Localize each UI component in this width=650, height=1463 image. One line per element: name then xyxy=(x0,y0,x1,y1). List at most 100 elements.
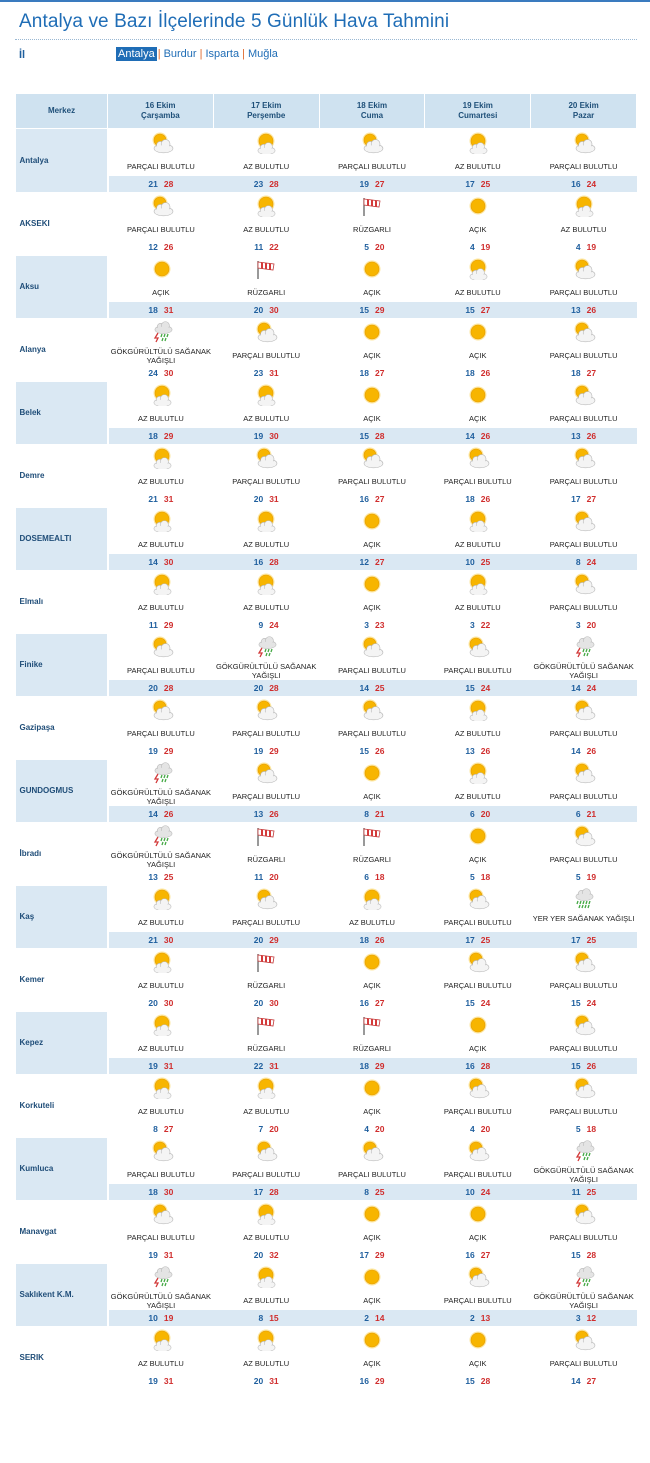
location-name[interactable]: Alanya xyxy=(15,318,109,382)
sun-icon xyxy=(360,384,384,406)
max-temperature: 27 xyxy=(586,1376,597,1386)
partly-cloudy-icon xyxy=(254,699,278,721)
weather-description: PARÇALI BULUTLU xyxy=(549,414,618,423)
min-temperature: 4 xyxy=(470,242,475,252)
few-clouds-icon xyxy=(150,1077,174,1100)
temperature-range: 18 27 xyxy=(319,365,425,381)
location-name[interactable]: Korkuteli xyxy=(15,1074,109,1138)
tab-burdur[interactable]: Burdur xyxy=(163,48,197,60)
location-name[interactable]: DOSEMEALTI xyxy=(15,507,109,571)
few-clouds-icon xyxy=(254,132,278,155)
min-temperature: 2 xyxy=(364,1313,369,1323)
min-temperature: 15 xyxy=(571,1250,581,1260)
tab-mugla[interactable]: Muğla xyxy=(247,48,278,60)
min-temperature: 16 xyxy=(359,1376,369,1386)
forecast-cell: YER YER SAĞANAK YAĞIŞLI 17 25 xyxy=(530,885,637,948)
max-temperature: 27 xyxy=(374,368,385,378)
forecast-cell: PARÇALI BULUTLU 19 31 xyxy=(108,1200,214,1263)
table-row: DOSEMEALTI AZ BULUTLU 14 30 AZ BULUTLU 16 28 AÇ… xyxy=(15,507,637,571)
forecast-cell: PARÇALI BULUTLU 19 27 xyxy=(319,129,425,192)
weather-description: PARÇALI BULUTLU xyxy=(127,1233,195,1242)
location-name[interactable]: Kumluca xyxy=(15,1137,109,1201)
location-name[interactable]: AKSEKI xyxy=(15,192,109,256)
forecast-cell: PARÇALI BULUTLU 18 30 xyxy=(108,1137,214,1200)
forecast-cell: AZ BULUTLU 20 30 xyxy=(108,948,214,1011)
location-name[interactable]: Belek xyxy=(15,381,109,445)
weather-description: AÇIK xyxy=(469,1233,487,1242)
min-temperature: 15 xyxy=(465,1376,475,1386)
day-date: 19 Ekim xyxy=(462,101,493,110)
forecast-cell: RÜZGARLI 22 31 xyxy=(213,1011,320,1074)
location-name[interactable]: Kepez xyxy=(15,1011,109,1075)
max-temperature: 23 xyxy=(374,620,385,630)
rain-shower-icon xyxy=(572,888,596,910)
weather-description: PARÇALI BULUTLU xyxy=(232,792,301,801)
min-temperature: 18 xyxy=(148,305,158,315)
partly-cloudy-icon xyxy=(572,258,596,280)
location-name[interactable]: GUNDOGMUS xyxy=(15,759,109,823)
weather-description: AÇIK xyxy=(363,1107,381,1116)
forecast-cell: AZ BULUTLU 4 19 xyxy=(530,192,637,255)
weather-description: AZ BULUTLU xyxy=(454,792,501,801)
windsock-icon xyxy=(360,825,384,847)
location-name[interactable]: Kemer xyxy=(15,948,109,1012)
max-temperature: 29 xyxy=(374,1376,385,1386)
temperature-range: 20 28 xyxy=(108,680,214,696)
max-temperature: 30 xyxy=(163,557,174,567)
temperature-range: 19 31 xyxy=(108,1373,214,1389)
min-temperature: 20 xyxy=(253,494,264,504)
location-name[interactable]: Kaş xyxy=(15,885,109,949)
min-temperature: 15 xyxy=(359,746,369,756)
forecast-cell: PARÇALI BULUTLU 19 29 xyxy=(213,696,320,759)
max-temperature: 31 xyxy=(269,1061,279,1071)
table-row: GUNDOGMUS GÖKGÜRÜLTÜLÜ SAĞANAK YAĞIŞLI 14 2… xyxy=(15,759,637,823)
min-temperature: 2 xyxy=(470,1313,475,1323)
location-name[interactable]: Antalya xyxy=(15,128,109,193)
max-temperature: 27 xyxy=(480,1250,491,1260)
location-name[interactable]: SERIK xyxy=(15,1326,109,1390)
temperature-range: 8 27 xyxy=(108,1121,214,1137)
weather-description: AÇIK xyxy=(363,351,381,360)
min-temperature: 13 xyxy=(148,872,158,882)
min-temperature: 3 xyxy=(575,620,581,630)
partly-cloudy-icon xyxy=(360,1140,384,1162)
min-temperature: 17 xyxy=(571,935,581,945)
forecast-cell: PARÇALI BULUTLU 14 26 xyxy=(530,696,637,759)
location-name[interactable]: Aksu xyxy=(15,255,109,319)
temperature-range: 2 14 xyxy=(319,1310,425,1326)
location-name[interactable]: Demre xyxy=(15,444,109,508)
location-name[interactable]: Gazipaşa xyxy=(15,696,109,760)
temperature-range: 15 24 xyxy=(530,995,637,1011)
location-name[interactable]: Saklıkent K.M. xyxy=(15,1263,109,1327)
max-temperature: 14 xyxy=(374,1313,385,1323)
tab-isparta[interactable]: Isparta xyxy=(205,48,240,60)
tab-separator: | xyxy=(199,48,203,60)
min-temperature: 8 xyxy=(153,1124,158,1134)
weather-description: AÇIK xyxy=(469,225,487,234)
day-weekday: Cuma xyxy=(360,111,384,120)
weather-description: AÇIK xyxy=(363,603,381,612)
temperature-range: 11 20 xyxy=(213,869,320,885)
location-name[interactable]: Elmalı xyxy=(15,570,109,634)
min-temperature: 23 xyxy=(253,179,264,189)
location-name[interactable]: İbradı xyxy=(15,822,109,886)
forecast-cell: PARÇALI BULUTLU 8 24 xyxy=(530,507,637,570)
weather-description: PARÇALI BULUTLU xyxy=(443,1107,512,1116)
few-clouds-icon xyxy=(150,447,174,470)
location-name[interactable]: Manavgat xyxy=(15,1200,109,1264)
location-name[interactable]: Finike xyxy=(15,633,109,697)
partly-cloudy-icon xyxy=(572,1203,596,1225)
min-temperature: 24 xyxy=(148,368,158,378)
forecast-cell: RÜZGARLI 11 20 xyxy=(213,822,320,885)
min-temperature: 14 xyxy=(465,431,475,441)
partly-cloudy-icon xyxy=(466,1077,490,1099)
temperature-range: 13 25 xyxy=(108,869,214,885)
partly-cloudy-icon xyxy=(466,1266,490,1288)
tab-antalya[interactable]: Antalya xyxy=(116,47,157,61)
temperature-range: 20 29 xyxy=(213,932,320,948)
thunder-shower-icon xyxy=(572,1266,596,1288)
weather-description: AZ BULUTLU xyxy=(454,729,501,738)
weather-description: AZ BULUTLU xyxy=(243,1296,290,1305)
forecast-cell: PARÇALI BULUTLU 18 26 xyxy=(424,444,531,507)
min-temperature: 12 xyxy=(148,242,158,252)
